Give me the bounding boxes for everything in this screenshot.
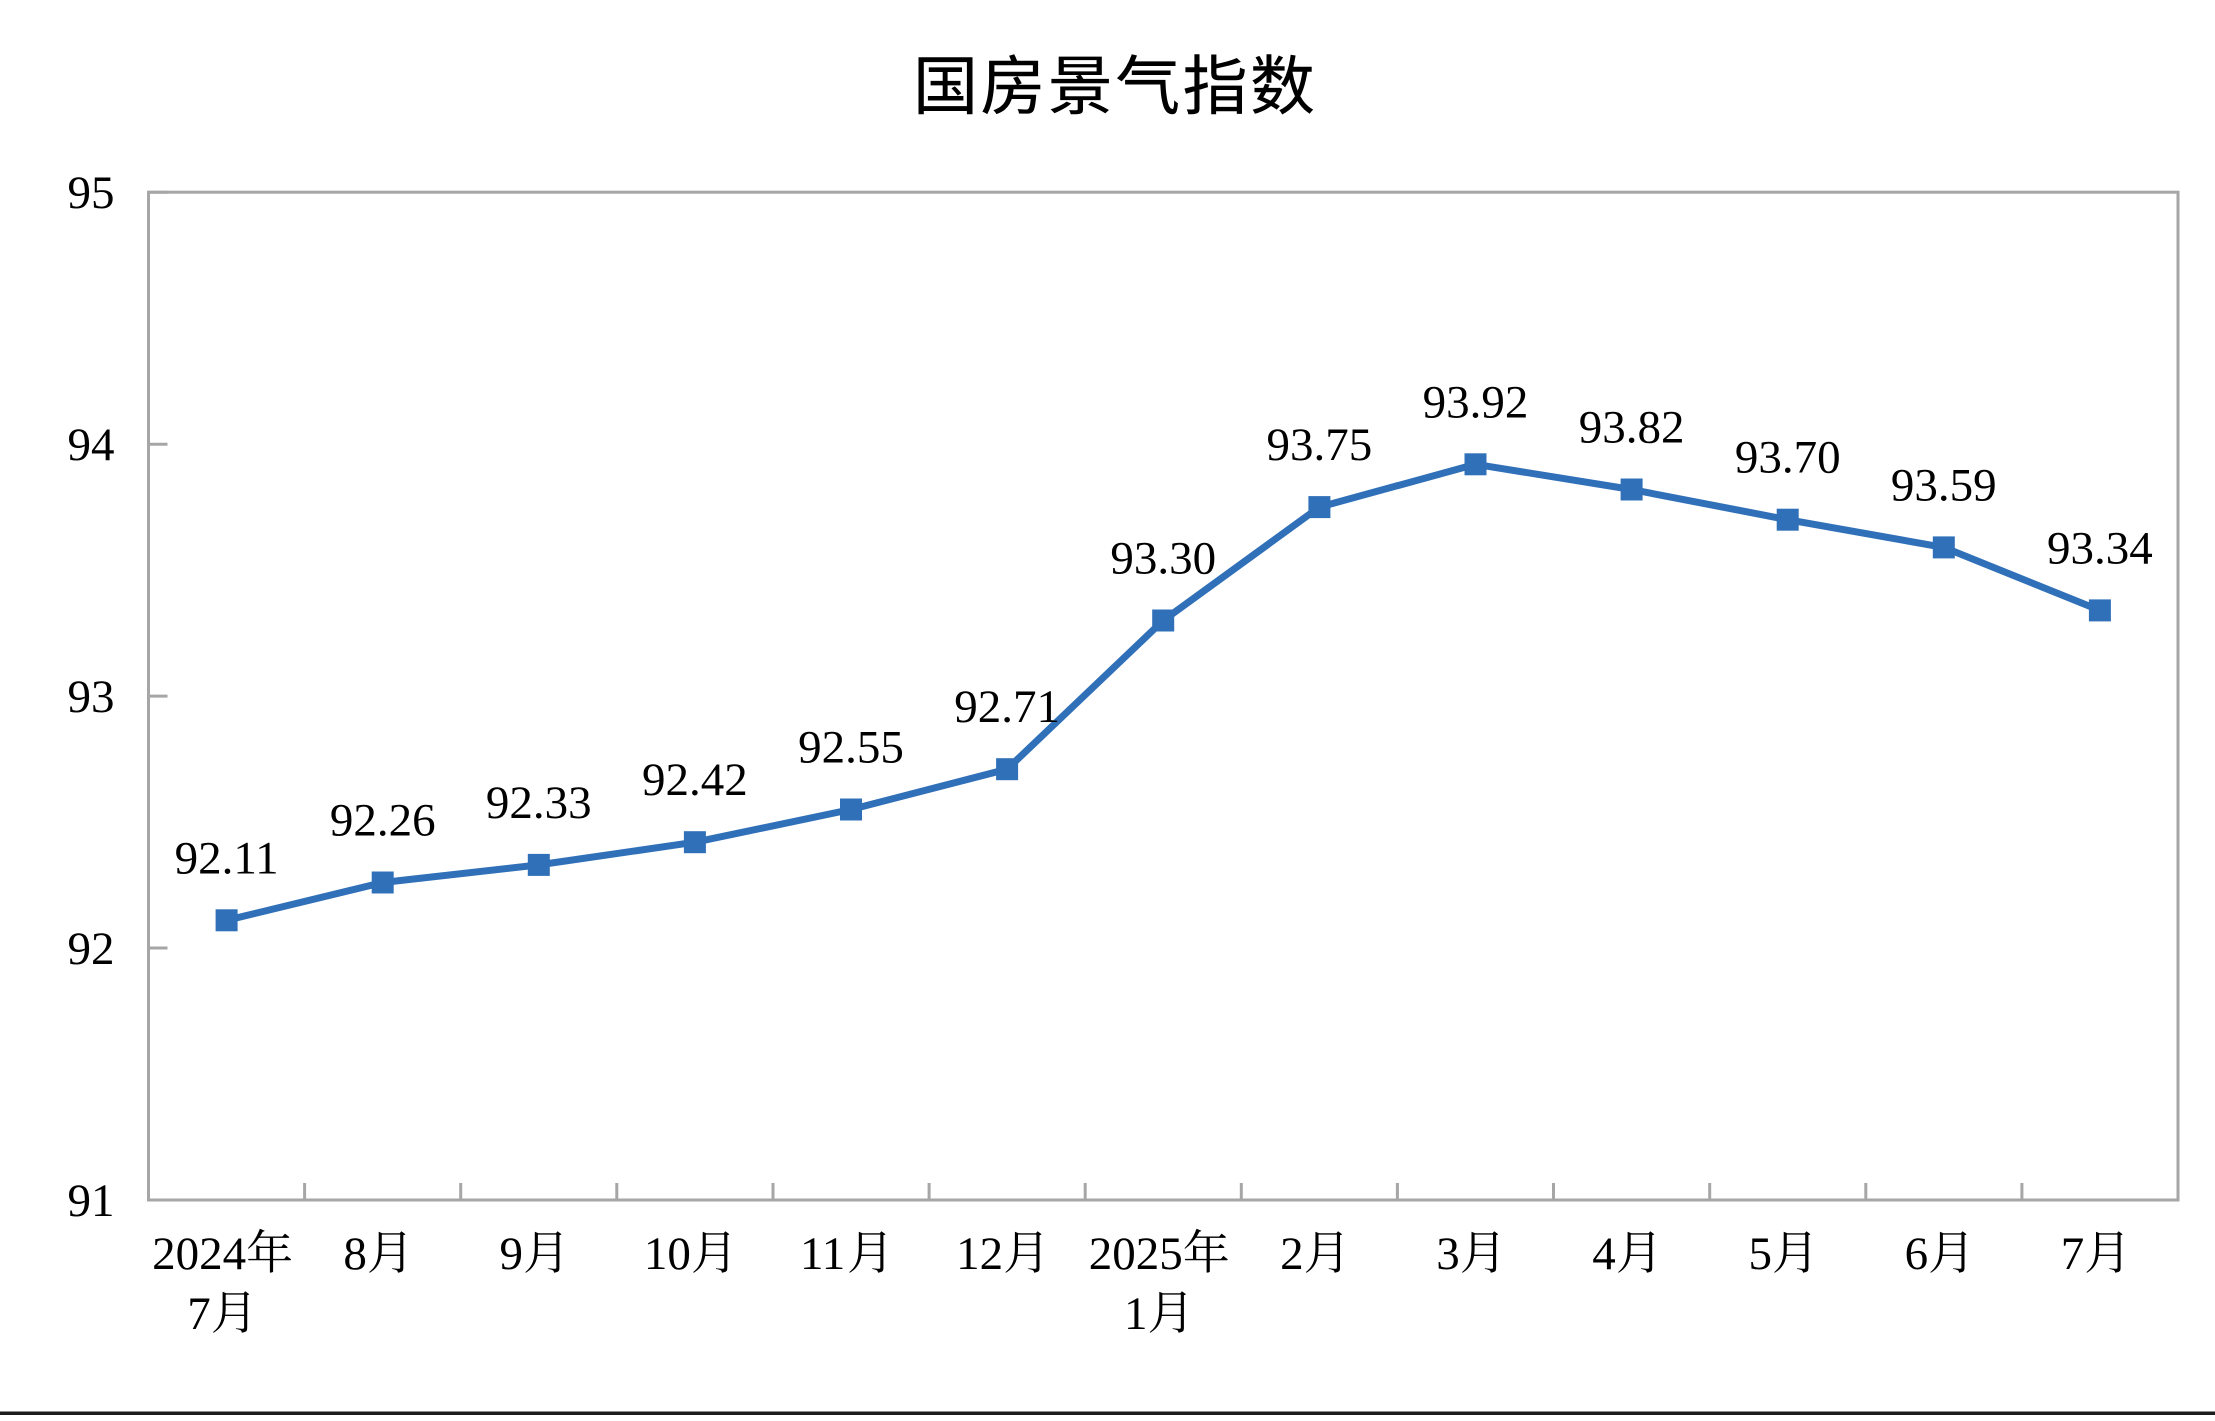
svg-text:6: 6 — [1905, 1228, 1929, 1280]
svg-text:93.75: 93.75 — [1267, 419, 1373, 471]
svg-text:2025: 2025 — [1089, 1228, 1183, 1280]
svg-text:93.92: 93.92 — [1423, 376, 1529, 428]
svg-text:93.82: 93.82 — [1579, 402, 1685, 454]
svg-text:8: 8 — [343, 1228, 367, 1280]
svg-text:93: 93 — [68, 671, 115, 723]
svg-text:2024: 2024 — [152, 1228, 246, 1280]
svg-text:92.26: 92.26 — [330, 795, 436, 847]
svg-text:1: 1 — [1124, 1288, 1148, 1340]
svg-text:2: 2 — [1280, 1228, 1304, 1280]
svg-text:92.71: 92.71 — [954, 681, 1060, 733]
svg-text:92: 92 — [68, 923, 115, 975]
svg-text:93.70: 93.70 — [1735, 432, 1841, 484]
svg-text:7: 7 — [2061, 1228, 2085, 1280]
svg-text:92.11: 92.11 — [175, 832, 279, 884]
svg-text:12: 12 — [956, 1228, 1003, 1280]
svg-text:93.34: 93.34 — [2047, 522, 2153, 574]
svg-text:7: 7 — [187, 1288, 211, 1340]
svg-text:10: 10 — [644, 1228, 691, 1280]
svg-text:94: 94 — [68, 419, 115, 471]
svg-text:91: 91 — [68, 1175, 115, 1227]
svg-text:3: 3 — [1436, 1228, 1460, 1280]
svg-text:5: 5 — [1749, 1228, 1773, 1280]
svg-text:95: 95 — [68, 167, 115, 219]
svg-text:93.30: 93.30 — [1110, 533, 1216, 585]
svg-text:92.42: 92.42 — [642, 754, 748, 806]
svg-text:92.33: 92.33 — [486, 777, 592, 829]
svg-text:11: 11 — [800, 1228, 845, 1280]
svg-text:9: 9 — [500, 1228, 524, 1280]
svg-text:93.59: 93.59 — [1891, 459, 1997, 511]
svg-text:92.55: 92.55 — [798, 722, 904, 774]
svg-text:4: 4 — [1592, 1228, 1616, 1280]
